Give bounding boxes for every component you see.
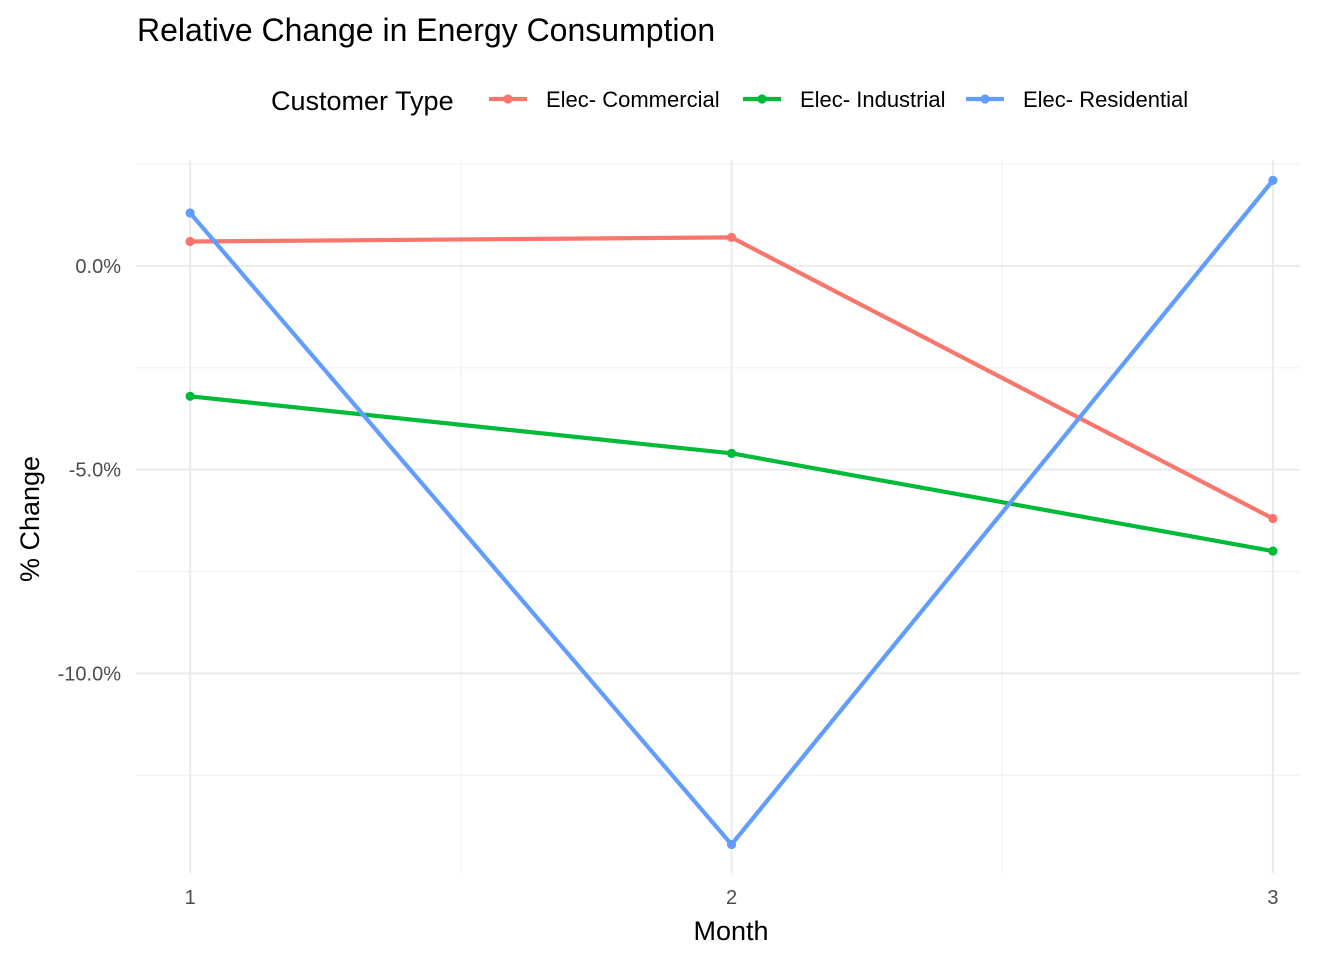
data-point	[185, 391, 195, 401]
y-axis-title: % Change	[15, 456, 45, 582]
data-point	[185, 208, 195, 218]
data-point	[1268, 513, 1278, 524]
x-axis-title: Month	[693, 916, 768, 946]
axis-ticks: 0.0% -5.0% -10.0% 1 2 3	[58, 256, 1279, 909]
legend-key-point	[503, 94, 513, 104]
y-tick-label: 0.0%	[75, 256, 121, 278]
chart-title: Relative Change in Energy Consumption	[137, 12, 715, 48]
data-point	[1268, 175, 1278, 185]
legend-item: Elec- Commercial	[489, 87, 720, 112]
data-point	[726, 839, 737, 850]
data-point	[185, 236, 195, 247]
legend-item: Elec- Residential	[966, 87, 1188, 112]
legend-key-point	[980, 94, 990, 104]
series-elec-industrial	[185, 391, 1278, 556]
legend-key-point	[757, 94, 767, 104]
series-layer	[185, 175, 1278, 850]
x-tick-label: 1	[185, 887, 196, 909]
x-tick-label: 3	[1267, 887, 1278, 909]
legend: Customer Type Elec- Commercial Elec- Indu…	[271, 86, 1188, 116]
legend-label: Elec- Commercial	[546, 87, 720, 112]
plot-grid	[136, 160, 1300, 873]
legend-label: Elec- Industrial	[800, 87, 946, 112]
legend-title: Customer Type	[271, 86, 454, 116]
series-elec-residential	[185, 175, 1278, 850]
y-tick-label: -5.0%	[69, 460, 121, 482]
series-elec-commercial	[185, 232, 1278, 524]
data-point	[726, 232, 737, 243]
data-point	[726, 448, 737, 458]
y-tick-label: -10.0%	[58, 663, 122, 685]
legend-item: Elec- Industrial	[743, 87, 946, 112]
x-tick-label: 2	[726, 887, 737, 909]
legend-label: Elec- Residential	[1023, 87, 1188, 112]
data-point	[1268, 546, 1278, 556]
